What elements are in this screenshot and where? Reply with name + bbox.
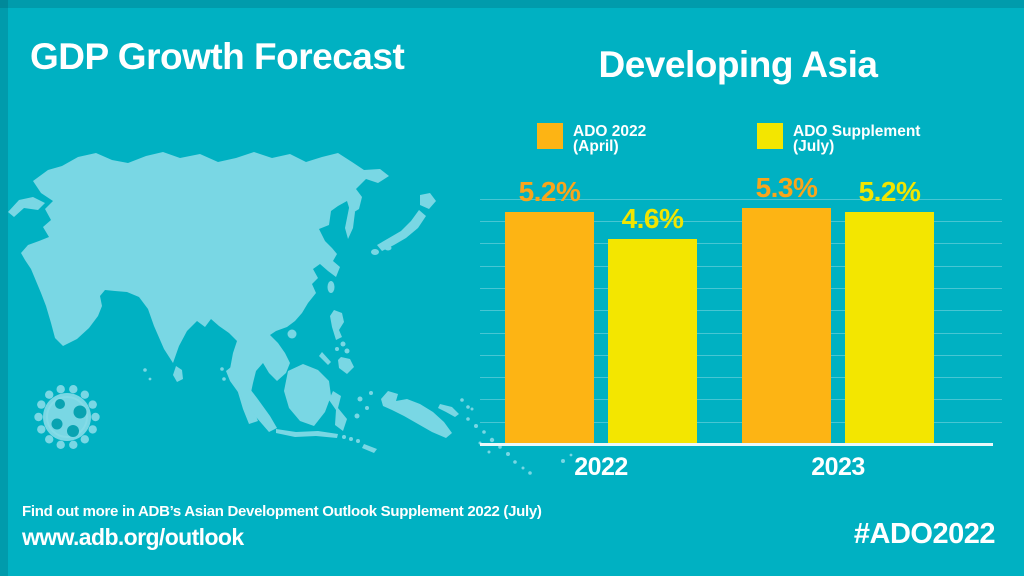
- chart-gridline: [480, 332, 1002, 334]
- page-title: GDP Growth Forecast: [30, 36, 405, 77]
- map-hainan: [287, 329, 297, 339]
- chart-bar: [505, 212, 594, 444]
- legend-label-line1: ADO 2022: [573, 123, 647, 140]
- chart-bar: [742, 207, 831, 444]
- legend-swatch-yellow: [757, 123, 783, 149]
- chart-gridline: [480, 243, 1002, 245]
- map-sumatra: [226, 367, 277, 432]
- legend-label-line2: (April): [573, 138, 619, 155]
- map-timor: [362, 444, 377, 453]
- axis-category-label: 2022: [574, 453, 628, 481]
- legend-label-ado-2022: ADO 2022 (April): [573, 123, 647, 155]
- map-sri-lanka: [173, 366, 183, 382]
- footer-url: www.adb.org/outlook: [22, 524, 244, 550]
- map-japan-honshu: [377, 210, 426, 251]
- coronavirus-icon: [34, 385, 100, 449]
- map-mindanao: [338, 357, 354, 374]
- top-edge-shade: [0, 0, 1024, 8]
- chart-gridline: [480, 421, 1002, 423]
- legend-label-line1: ADO Supplement: [793, 123, 921, 140]
- chart-bar: [845, 212, 934, 444]
- map-palawan: [319, 352, 331, 365]
- legend-swatch-orange: [537, 123, 563, 149]
- map-new-guinea: [381, 391, 452, 438]
- chart-gridline: [480, 354, 1002, 356]
- map-taiwan: [327, 281, 335, 293]
- chart-gridline: [480, 198, 1002, 200]
- chart-gridline: [480, 265, 1002, 267]
- map-new-britain: [438, 404, 459, 417]
- legend-item-ado-2022: ADO 2022 (April): [537, 123, 646, 154]
- map-sakhalin: [345, 203, 355, 239]
- map-java: [276, 429, 338, 438]
- map-fragment-northwest: [8, 197, 45, 217]
- axis-baseline: [480, 443, 993, 446]
- chart-gridline: [480, 377, 1002, 379]
- chart-gridline: [480, 287, 1002, 289]
- chart-title: Developing Asia: [598, 44, 878, 85]
- chart-gridline: [480, 221, 1002, 222]
- bar-value-label: 5.2%: [858, 176, 921, 208]
- asia-mainland-shape: [21, 152, 389, 424]
- footer-hashtag: #ADO2022: [853, 518, 996, 550]
- axis-category-label: 2023: [811, 453, 865, 481]
- map-luzon: [330, 310, 344, 340]
- map-sulawesi: [329, 391, 347, 431]
- bar-value-label: 4.6%: [621, 202, 684, 234]
- map-japan-hokkaido: [420, 193, 436, 209]
- chart-gridline: [480, 399, 1002, 401]
- bar-value-label: 5.2%: [518, 176, 581, 208]
- footer-note: Find out more in ADB’s Asian Development…: [22, 503, 542, 520]
- legend-label-ado-supplement: ADO Supplement (July): [793, 123, 921, 155]
- chart-gridline: [480, 310, 1002, 312]
- left-edge-shade: [0, 0, 8, 576]
- chart-bar: [608, 238, 697, 444]
- map-borneo: [284, 364, 331, 426]
- bar-value-label: 5.3%: [755, 171, 818, 203]
- legend-label-line2: (July): [793, 138, 835, 155]
- legend-item-ado-supplement: ADO Supplement (July): [757, 123, 920, 154]
